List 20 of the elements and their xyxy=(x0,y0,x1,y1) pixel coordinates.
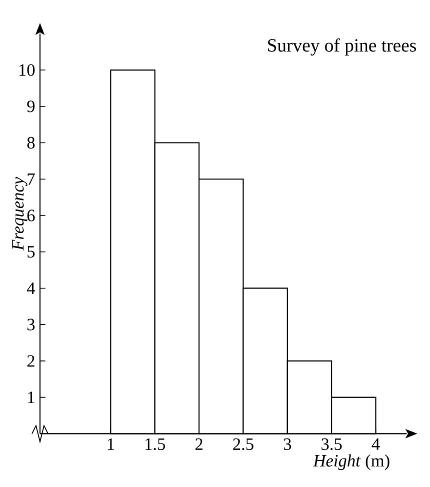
x-tick-label: 4 xyxy=(372,438,380,450)
x-tick-label: 2 xyxy=(195,438,202,450)
y-tick-label: 3 xyxy=(27,318,35,330)
y-tick-label: 10 xyxy=(19,64,35,76)
chart-title: Survey of pine trees xyxy=(268,38,416,56)
y-tick-label: 5 xyxy=(28,246,35,258)
y-tick-label: 1 xyxy=(28,392,34,404)
y-tick-label: 9 xyxy=(27,100,35,112)
y-tick-label: 8 xyxy=(27,136,35,149)
x-axis-title: Height (m) xyxy=(313,454,390,470)
y-tick-label: 2 xyxy=(27,355,34,367)
y-tick-label: 7 xyxy=(28,173,35,185)
y-tick-label: 4 xyxy=(26,282,36,294)
y-axis-title: Frequency xyxy=(12,176,28,250)
x-tick-label: 3.5 xyxy=(322,438,342,450)
x-tick-label: 1 xyxy=(108,438,114,450)
x-tick-label: 2.5 xyxy=(233,438,254,450)
x-tick-label: 3 xyxy=(284,438,292,450)
y-tick-label: 6 xyxy=(27,210,35,222)
x-tick-label: 1.5 xyxy=(146,438,166,450)
